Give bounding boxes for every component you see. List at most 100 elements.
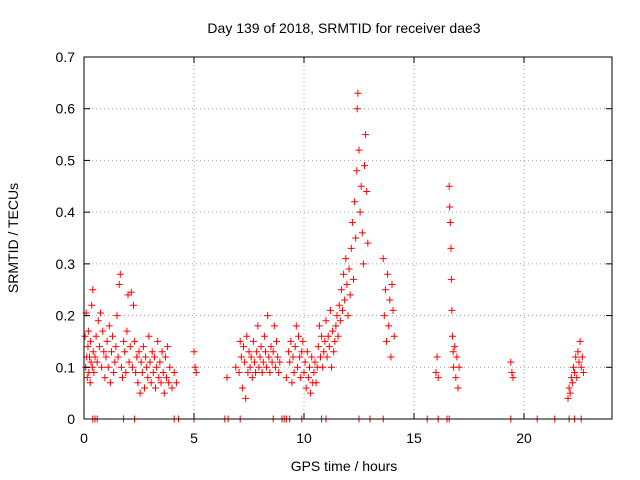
y-tick-label: 0.2 [56,308,76,324]
axis-ticks: 0 0.1 0.2 0.3 0.4 0.5 0.6 0.7 0 5 10 15 20 [56,49,612,446]
data-point-0-220 [434,374,442,382]
data-point-0-83 [164,343,172,351]
data-point-0-119 [263,363,271,371]
data-point-0-175 [331,337,339,345]
data-point-0-234 [455,363,463,371]
data-point-0-142 [295,332,302,340]
data-point-0-87 [170,368,178,376]
y-tick-label: 0.4 [56,204,76,220]
data-point-0-211 [384,270,392,278]
grid [84,57,612,419]
data-point-0-181 [337,286,345,294]
data-point-0-136 [288,379,296,387]
data-point-0-186 [343,281,351,289]
data-point-0-222 [446,203,454,211]
data-point-0-178 [334,332,342,340]
data-point-0-131 [276,358,284,366]
data-point-0-105 [247,353,255,361]
data-point-0-239 [565,384,573,392]
x-axis-label: GPS time / hours [291,458,398,474]
data-point-0-125 [269,348,277,356]
y-tick-label: 0.3 [56,256,76,272]
data-point-0-219 [433,353,441,361]
data-point-0-149 [302,384,310,392]
data-point-0-174 [330,348,338,356]
data-point-0-126 [270,322,278,330]
data-point-0-200 [357,182,365,190]
data-point-0-53 [131,337,139,345]
data-point-0-232 [453,353,461,361]
data-point-0-160 [314,343,322,351]
data-point-0-18 [92,332,100,340]
data-point-0-35 [111,358,119,366]
data-point-0-93 [232,363,240,371]
data-point-0-86 [168,384,176,392]
data-point-0-154 [308,353,316,361]
data-point-0-63 [142,353,150,361]
data-point-0-193 [351,198,359,206]
data-point-0-76 [156,358,164,366]
data-point-0-162 [317,353,324,361]
data-point-0-115 [258,368,266,376]
data-point-0-65 [144,374,152,382]
data-point-0-192 [350,275,357,283]
data-point-0-144 [297,374,305,382]
data-point-0-72 [152,384,159,392]
data-point-0-97 [238,384,246,392]
data-point-0-166 [321,337,329,345]
data-point-0-61 [139,343,147,351]
y-tick-label: 0 [67,411,75,427]
data-point-0-172 [328,363,335,371]
data-point-0-132 [282,374,290,382]
data-point-0-39 [115,281,123,289]
data-point-0-10 [87,337,95,345]
data-point-0-4 [83,374,91,382]
data-point-0-196 [353,105,361,113]
data-point-0-68 [147,379,155,387]
data-point-0-206 [364,239,372,247]
data-point-0-151 [304,374,312,382]
data-point-0-112 [255,363,263,371]
data-point-0-122 [266,368,274,376]
data-point-0-20 [94,317,102,325]
data-point-0-29 [104,363,112,371]
data-point-0-57 [135,348,143,356]
data-point-0-247 [574,348,582,356]
data-point-0-88 [172,379,180,387]
data-point-0-23 [98,363,106,371]
data-point-0-80 [160,389,168,397]
data-point-0-128 [273,337,280,345]
data-point-0-218 [432,368,440,376]
data-point-0-43 [120,337,128,345]
data-point-0-66 [145,332,153,340]
data-point-0-202 [359,260,367,268]
data-points [81,89,587,423]
data-point-0-69 [148,348,156,356]
data-point-0-243 [570,363,577,371]
data-point-0-138 [290,368,298,376]
data-point-0-91 [192,368,200,376]
data-point-0-163 [318,332,326,340]
data-point-0-12 [88,301,96,309]
data-point-0-208 [380,312,388,320]
data-point-0-89 [190,348,198,356]
data-point-0-137 [289,353,297,361]
data-point-0-187 [344,312,352,320]
data-point-0-251 [578,353,586,361]
data-point-0-124 [268,358,276,366]
data-point-0-180 [336,317,344,325]
data-point-0-139 [291,343,299,351]
data-point-0-217 [390,332,398,340]
data-point-0-203 [361,162,368,170]
data-point-0-230 [451,343,459,351]
data-point-0-82 [163,374,170,382]
data-point-0-161 [315,322,323,330]
data-point-0-250 [577,363,585,371]
data-point-0-15 [89,348,97,356]
data-point-0-199 [356,208,364,216]
data-point-0-14 [89,286,97,294]
data-point-0-189 [346,291,354,299]
data-point-0-195 [353,167,361,175]
data-point-0-214 [387,353,395,361]
data-point-0-240 [566,389,574,397]
